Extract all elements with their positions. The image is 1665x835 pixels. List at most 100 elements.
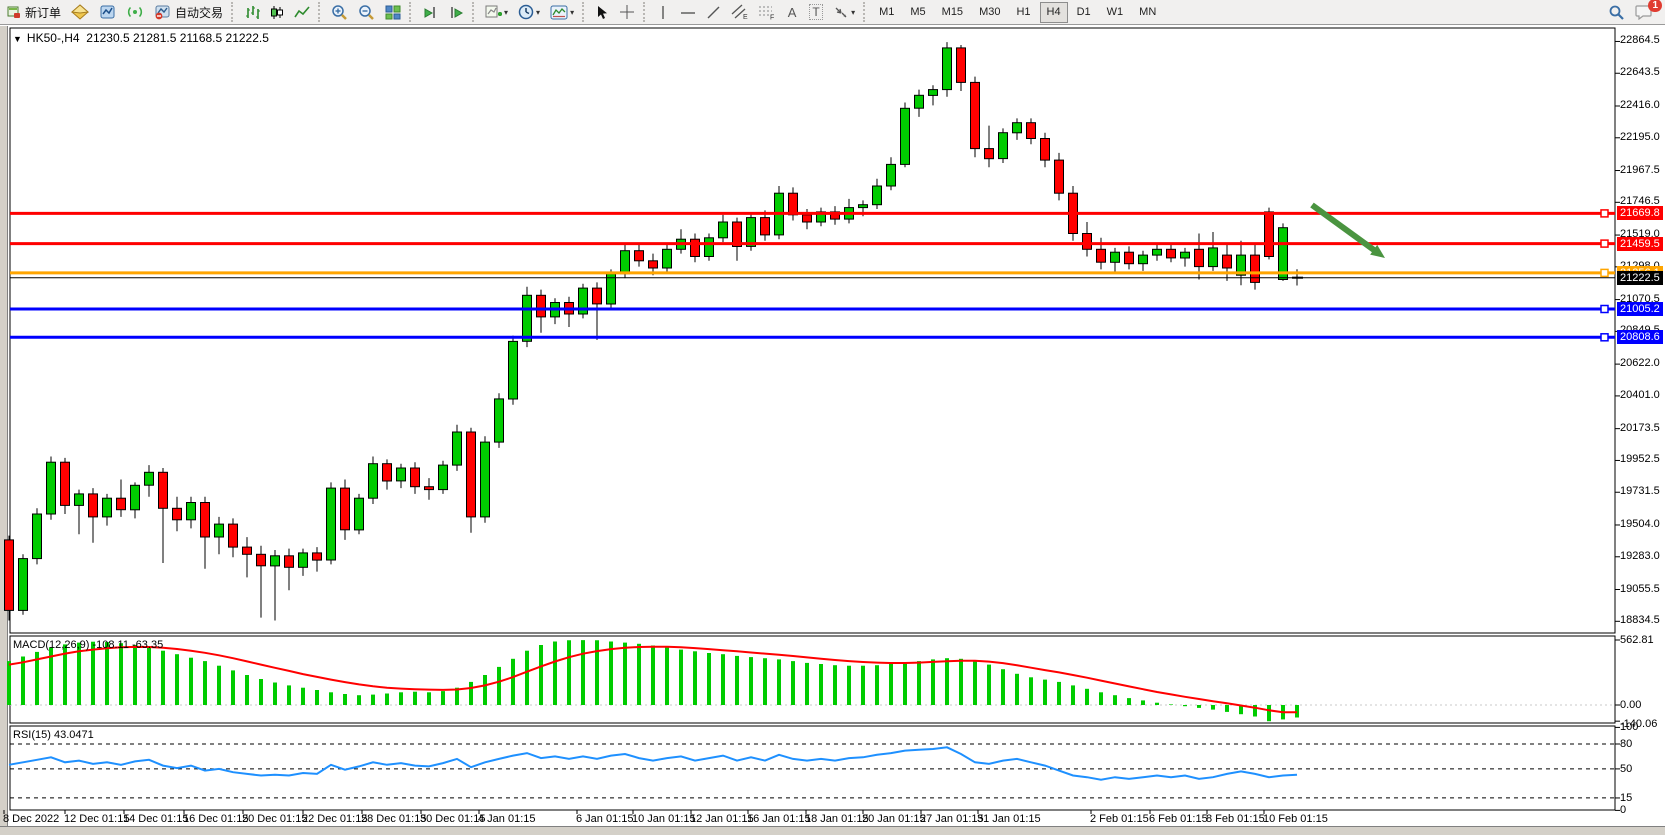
price-level-badge: 20808.6 (1617, 330, 1663, 344)
zoom-out-button[interactable] (354, 2, 379, 23)
tile-windows-button[interactable] (381, 2, 405, 23)
timeframe-M30[interactable]: M30 (979, 6, 1001, 18)
chart-symbol-period: HK50-,H4 (26, 31, 80, 45)
trendline-tool-button[interactable] (702, 2, 725, 23)
crosshair-tool-button[interactable] (615, 2, 639, 23)
price-tick-label: 21746.5 (1620, 195, 1660, 207)
timeframe-M15[interactable]: M15 (941, 6, 964, 18)
time-tick-label: 10 Feb 01:15 (1263, 813, 1328, 825)
indicators-button[interactable]: ▾ (481, 2, 512, 23)
zoom-in-icon (331, 4, 348, 20)
price-tick-label: 22195.0 (1620, 131, 1660, 143)
price-tick-label: 19952.5 (1620, 453, 1660, 465)
indicators-icon (485, 4, 503, 20)
arrows-icon (833, 5, 849, 20)
toolbar-separator (472, 2, 477, 22)
bar-chart-type-button[interactable] (240, 2, 264, 23)
horizontal-line-tool-button[interactable] (676, 2, 700, 23)
templates-dropdown-caret[interactable]: ▾ (570, 7, 575, 17)
zoom-out-icon (358, 4, 375, 20)
cursor-tool-button[interactable] (591, 2, 613, 23)
chart-window[interactable] (0, 26, 1665, 835)
fibonacci-icon: F (758, 4, 775, 20)
search-button[interactable] (1604, 2, 1629, 23)
time-tick-label: 16 Jan 01:15 (747, 813, 811, 825)
timeframe-MN[interactable]: MN (1139, 6, 1157, 18)
price-tick-label: 19283.0 (1620, 550, 1660, 562)
text-icon: A (787, 4, 797, 20)
time-tick-label: 6 Jan 01:15 (576, 813, 634, 825)
arrows-dropdown-caret[interactable]: ▾ (851, 7, 856, 17)
timeframe-M5[interactable]: M5 (910, 6, 926, 18)
time-tick-label: 14 Dec 01:15 (123, 813, 189, 825)
quotes-gold-icon (71, 4, 90, 20)
vertical-line-icon (658, 5, 668, 20)
zoom-in-button[interactable] (327, 2, 352, 23)
templates-icon (550, 5, 568, 20)
fibonacci-tool-button[interactable]: F (754, 2, 779, 23)
indicators-dropdown-caret[interactable]: ▾ (504, 7, 509, 17)
time-tick-label: 20 Jan 01:15 (862, 813, 926, 825)
periods-button[interactable]: ▾ (514, 2, 544, 23)
svg-text:F: F (770, 15, 774, 21)
quotes-button[interactable] (67, 2, 93, 23)
auto-scroll-button[interactable] (418, 2, 442, 23)
text-label-icon: T (809, 4, 823, 20)
time-tick-label: 18 Jan 01:15 (805, 813, 869, 825)
price-level-badge: 21669.8 (1617, 206, 1663, 220)
auto-scroll-icon (422, 5, 438, 20)
candlestick-type-button[interactable] (266, 2, 288, 23)
search-icon (1608, 4, 1625, 20)
chart-ohlc-values: 21230.5 21281.5 21168.5 21222.5 (86, 31, 269, 45)
time-tick-label: 2 Feb 01:15 (1090, 813, 1149, 825)
rsi-axis-label: 80 (1620, 738, 1633, 750)
crosshair-icon (619, 4, 635, 20)
time-tick-label: 30 Dec 01:15 (420, 813, 486, 825)
vertical-line-tool-button[interactable] (652, 2, 674, 23)
auto-trading-label: 自动交易 (175, 5, 224, 20)
timeframe-W1[interactable]: W1 (1106, 6, 1124, 18)
time-tick-label: 20 Dec 01:15 (242, 813, 308, 825)
chart-window-button[interactable] (95, 2, 120, 23)
text-tool-button[interactable]: A (781, 2, 803, 23)
signal-button[interactable] (122, 2, 148, 23)
channel-icon: E (731, 4, 748, 20)
trendline-icon (706, 5, 721, 20)
arrows-tool-button[interactable]: ▾ (829, 2, 859, 23)
new-order-label: 新订单 (25, 5, 62, 20)
line-chart-type-button[interactable] (290, 2, 314, 23)
templates-button[interactable]: ▾ (546, 2, 578, 23)
timeframe-H4[interactable]: H4 (1039, 1, 1068, 23)
rsi-axis-label: 100 (1620, 721, 1639, 733)
new-order-button[interactable]: 新订单 (3, 2, 65, 23)
time-tick-label: 4 Jan 01:15 (478, 813, 536, 825)
timeframe-D1[interactable]: D1 (1076, 6, 1091, 18)
chart-shift-icon (448, 5, 464, 20)
price-level-badge: 21005.2 (1617, 302, 1663, 316)
toolbar-separator (582, 2, 587, 22)
toolbar-separator (231, 2, 236, 22)
notifications-button[interactable]: 1 (1631, 0, 1662, 23)
chart-window-icon (99, 4, 116, 20)
chart-title: ▼ HK50-,H4 21230.5 21281.5 21168.5 21222.… (13, 31, 269, 45)
price-tick-label: 20173.5 (1620, 422, 1660, 434)
channel-tool-button[interactable]: E (727, 2, 752, 23)
time-tick-label: 10 Jan 01:15 (632, 813, 696, 825)
price-tick-label: 22416.0 (1620, 99, 1660, 111)
price-level-badge: 21459.5 (1617, 237, 1663, 251)
notification-badge: 1 (1648, 0, 1662, 12)
text-label-tool-button[interactable]: T (805, 2, 827, 23)
timeframe-M1[interactable]: M1 (879, 6, 895, 18)
tile-windows-icon (385, 5, 401, 20)
time-tick-label: 27 Jan 01:15 (920, 813, 984, 825)
periods-dropdown-caret[interactable]: ▾ (536, 7, 541, 17)
macd-indicator-label: MACD(12,26,9) -108.11 -63.35 (13, 639, 164, 651)
bar-chart-icon (244, 5, 261, 20)
svg-text:E: E (743, 14, 748, 20)
time-tick-label: 28 Dec 01:15 (361, 813, 427, 825)
auto-trading-button[interactable]: 自动交易 (150, 2, 227, 23)
one-click-collapse-icon[interactable]: ▼ (13, 34, 22, 44)
timeframe-H1[interactable]: H1 (1016, 6, 1031, 18)
chart-shift-button[interactable] (444, 2, 468, 23)
